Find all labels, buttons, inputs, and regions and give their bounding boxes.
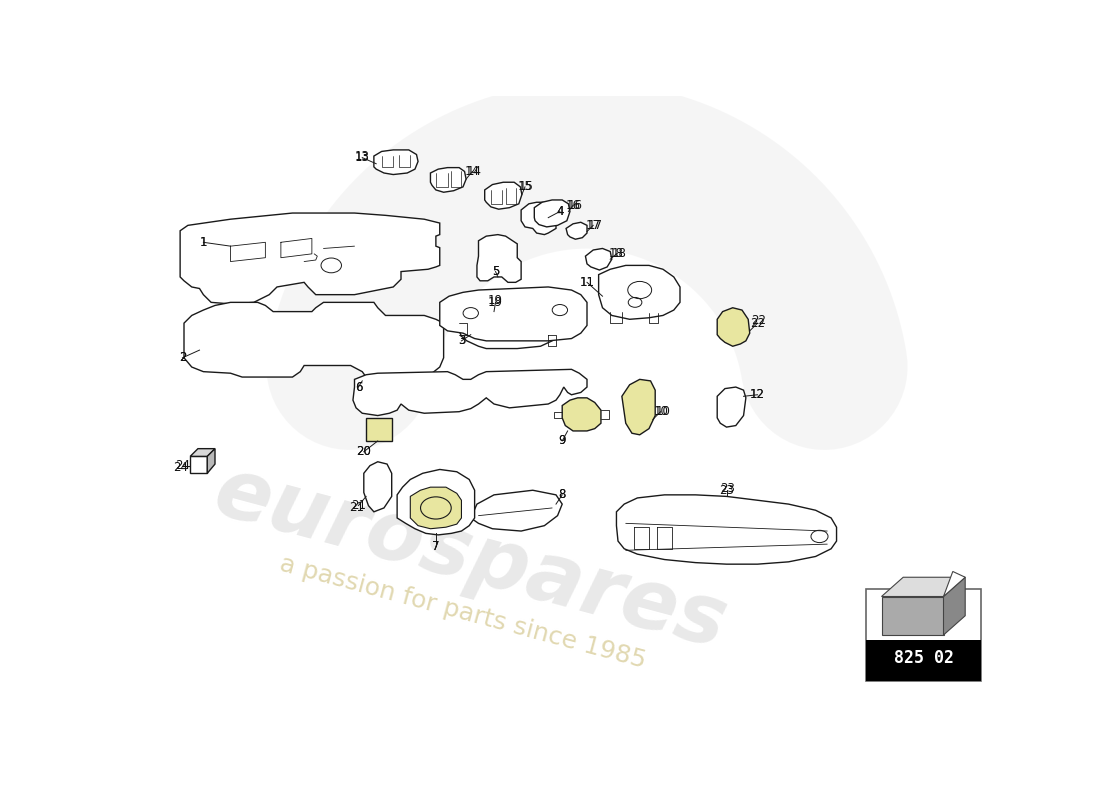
Text: 1: 1	[199, 236, 207, 249]
Text: 22: 22	[750, 317, 764, 330]
Polygon shape	[566, 222, 587, 239]
Polygon shape	[717, 308, 750, 346]
Text: 8: 8	[559, 488, 565, 502]
Text: 825 02: 825 02	[894, 649, 954, 667]
Text: 20: 20	[356, 446, 371, 458]
Text: 15: 15	[519, 180, 534, 194]
Text: 18: 18	[612, 247, 627, 260]
Polygon shape	[397, 470, 474, 535]
Text: 9: 9	[559, 434, 566, 447]
Polygon shape	[485, 182, 521, 209]
Polygon shape	[944, 571, 965, 597]
Polygon shape	[190, 449, 214, 456]
Text: 6: 6	[354, 381, 362, 394]
Text: 19: 19	[488, 296, 503, 309]
Polygon shape	[477, 234, 521, 282]
Polygon shape	[616, 495, 836, 564]
Text: 16: 16	[565, 199, 581, 212]
Polygon shape	[180, 213, 440, 304]
Polygon shape	[585, 249, 612, 270]
Text: 2: 2	[178, 351, 186, 364]
Polygon shape	[374, 150, 418, 174]
Polygon shape	[410, 487, 462, 529]
Polygon shape	[944, 578, 965, 635]
Text: 12: 12	[750, 388, 764, 402]
Polygon shape	[471, 490, 562, 531]
Text: 20: 20	[356, 446, 371, 458]
Text: 6: 6	[354, 381, 362, 394]
Text: 24: 24	[173, 461, 188, 474]
Text: 23: 23	[720, 482, 736, 495]
Polygon shape	[621, 379, 656, 435]
Polygon shape	[717, 387, 746, 427]
Text: 15: 15	[518, 180, 532, 194]
Text: 21: 21	[350, 502, 364, 514]
Text: 11: 11	[580, 276, 594, 289]
Polygon shape	[366, 418, 392, 441]
Text: 19: 19	[488, 294, 503, 306]
Polygon shape	[535, 200, 570, 227]
Text: 14: 14	[468, 165, 482, 178]
Text: 24: 24	[175, 459, 190, 472]
FancyBboxPatch shape	[866, 640, 981, 681]
Text: 4: 4	[557, 205, 563, 218]
Text: 16: 16	[568, 199, 583, 212]
FancyBboxPatch shape	[866, 589, 981, 681]
Polygon shape	[881, 578, 965, 597]
Text: 4: 4	[557, 205, 563, 218]
Text: 22: 22	[751, 314, 767, 327]
Text: 21: 21	[351, 499, 366, 512]
Polygon shape	[353, 370, 587, 415]
Text: 5: 5	[492, 265, 499, 278]
Text: 7: 7	[432, 540, 440, 553]
Text: 13: 13	[355, 151, 370, 164]
Polygon shape	[440, 287, 587, 341]
Polygon shape	[562, 398, 601, 431]
Text: 2: 2	[178, 351, 186, 364]
Polygon shape	[521, 202, 556, 234]
Polygon shape	[184, 302, 443, 377]
Polygon shape	[459, 292, 556, 349]
Text: 14: 14	[465, 165, 480, 178]
Text: 11: 11	[580, 276, 594, 289]
Text: 3: 3	[458, 334, 465, 347]
Polygon shape	[430, 168, 466, 192]
Polygon shape	[364, 462, 392, 512]
Text: 18: 18	[609, 247, 624, 260]
Polygon shape	[598, 266, 680, 319]
Text: 10: 10	[653, 405, 668, 418]
Text: a passion for parts since 1985: a passion for parts since 1985	[277, 551, 649, 673]
Text: 17: 17	[585, 219, 601, 232]
Text: 7: 7	[432, 540, 440, 553]
Text: 23: 23	[719, 484, 734, 497]
Text: 10: 10	[656, 405, 670, 418]
Polygon shape	[207, 449, 215, 474]
Text: eurospares: eurospares	[206, 450, 736, 666]
Text: 5: 5	[492, 265, 499, 278]
Text: 13: 13	[355, 150, 370, 162]
Polygon shape	[881, 597, 944, 635]
Text: 17: 17	[587, 219, 603, 232]
Text: 12: 12	[750, 388, 764, 402]
Text: 1: 1	[199, 236, 207, 249]
Text: 8: 8	[559, 488, 565, 502]
Text: 3: 3	[458, 334, 465, 347]
Text: 9: 9	[559, 434, 566, 447]
Polygon shape	[190, 456, 207, 474]
